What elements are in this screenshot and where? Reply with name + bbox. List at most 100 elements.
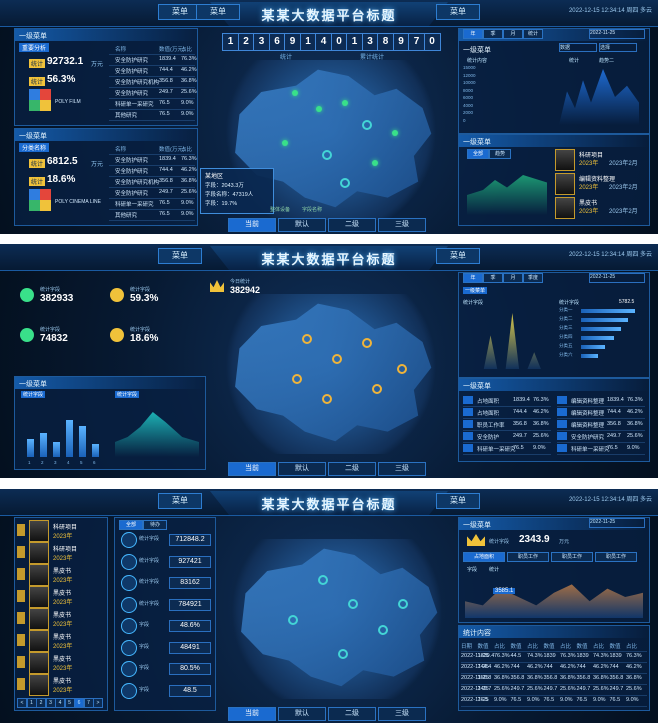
period-tab[interactable]: 统计 (523, 29, 543, 39)
region-map[interactable] (222, 294, 440, 454)
map-marker[interactable] (397, 364, 407, 374)
list-item[interactable]: 黑皮书 2023年 2023年2月 (555, 197, 645, 219)
category-tab[interactable]: 职员工作 (551, 552, 593, 562)
list-item[interactable]: 科研项目 2023年 (15, 520, 107, 542)
map-marker[interactable] (340, 178, 350, 188)
table-row[interactable]: 2022-11-25 744.4 46.2% 744 46.2% 744 46.2% 744 4… (461, 662, 647, 674)
table-row[interactable]: 占地面积 1839.4 76.3% (463, 395, 551, 407)
map-marker[interactable] (342, 100, 348, 106)
list-item[interactable]: 科研项目 2023年 (15, 542, 107, 564)
nav-tab-current[interactable]: 当前 (228, 707, 276, 721)
map-marker[interactable] (282, 140, 288, 146)
date-picker[interactable]: 2022-11-25 (589, 518, 645, 528)
map-marker[interactable] (398, 599, 408, 609)
table-row[interactable]: 2022-11-25 249.7 25.6% 249.7 25.6% 249.7 25.6%… (461, 684, 647, 696)
table-row[interactable]: 占地面积 744.4 46.2% (463, 407, 551, 419)
date-picker[interactable]: 2022-11-25 (589, 29, 645, 39)
menu-button-left[interactable]: 菜单 (158, 493, 202, 509)
nav-tab-level2[interactable]: 二级 (328, 707, 376, 721)
table-row[interactable]: 科研单一采研究 76.5 9.0% (557, 443, 645, 455)
table-row[interactable]: 2022-11-25 356.8 36.8% 356.8 36.8% 356.8 36.8%… (461, 673, 647, 685)
map-marker[interactable] (362, 338, 372, 348)
table-row[interactable]: 科研单一采研究 76.5 9.0% (109, 198, 195, 210)
list-item[interactable]: 黑皮书 2023年 (15, 586, 107, 608)
list-item[interactable]: 黑皮书 2023年 (15, 630, 107, 652)
nav-tab-default[interactable]: 默认 (278, 218, 326, 232)
nav-tab-level3[interactable]: 三级 (378, 462, 426, 476)
table-row[interactable]: 安全防护 249.7 25.6% (463, 431, 551, 443)
category-tab[interactable]: 占地面积 (463, 552, 505, 562)
period-tab[interactable]: 年 (463, 29, 483, 39)
map-marker[interactable] (292, 374, 302, 384)
table-row[interactable]: 科研单一采研究 76.5 9.0% (463, 443, 551, 455)
nav-tab-default[interactable]: 默认 (278, 462, 326, 476)
page-button[interactable]: 5 (64, 698, 75, 708)
category-tab[interactable]: 职员工作 (507, 552, 549, 562)
map-marker[interactable] (392, 130, 398, 136)
page-button[interactable]: > (93, 698, 103, 708)
table-row[interactable]: 安全防护研究机构 356.8 36.8% (109, 176, 197, 188)
page-button[interactable]: 3 (45, 698, 56, 708)
category-tab[interactable]: 职员工作 (595, 552, 637, 562)
table-row[interactable]: 编辑资料整理 744.4 46.2% (557, 407, 645, 419)
map-marker[interactable] (332, 354, 342, 364)
table-row[interactable]: 安全防护研究 249.7 25.6% (109, 187, 197, 199)
menu-button-right[interactable]: 菜单 (436, 4, 480, 20)
menu-button-left-2[interactable]: 菜单 (196, 4, 240, 20)
region-map[interactable] (228, 539, 446, 699)
table-row[interactable]: 安全防护研究 744.4 46.2% (109, 65, 197, 77)
nav-tab-current[interactable]: 当前 (228, 462, 276, 476)
map-marker[interactable] (338, 649, 348, 659)
list-item[interactable]: 科研项目 2023年 2023年2月 (555, 149, 645, 171)
page-button[interactable]: 7 (83, 698, 94, 708)
nav-tab-level2[interactable]: 二级 (328, 218, 376, 232)
table-row[interactable]: 其他研究 76.5 9.0% (109, 109, 195, 121)
table-row[interactable]: 其他研究 76.5 9.0% (109, 209, 195, 221)
tab-trend[interactable]: 趋势 (489, 149, 511, 159)
nav-tab-default[interactable]: 默认 (278, 707, 326, 721)
select-data[interactable]: 数据 (559, 43, 597, 52)
map-marker[interactable] (372, 384, 382, 394)
period-tab[interactable]: 年 (463, 273, 483, 283)
page-button[interactable]: 1 (26, 698, 37, 708)
period-tab[interactable]: 季 (483, 273, 503, 283)
tab-all[interactable]: 全部 (119, 520, 143, 530)
nav-tab-level3[interactable]: 三级 (378, 218, 426, 232)
table-row[interactable]: 安全防护研究 1839.4 76.3% (109, 154, 197, 166)
table-row[interactable]: 安全防护研究机构 356.8 36.8% (109, 76, 197, 88)
list-item[interactable]: 黑皮书 2023年 (15, 564, 107, 586)
date-picker[interactable]: 2022-11-25 (589, 273, 645, 283)
map-marker[interactable] (288, 615, 298, 625)
menu-button-left[interactable]: 菜单 (158, 248, 202, 264)
tab-all[interactable]: 全部 (467, 149, 489, 159)
page-button[interactable]: 4 (55, 698, 65, 708)
list-item[interactable]: 编辑资料整理 2023年 2023年2月 (555, 173, 645, 195)
table-row[interactable]: 安全防护研究 249.7 25.6% (557, 431, 645, 443)
tab-todo[interactable]: 待办 (143, 520, 167, 530)
map-marker[interactable] (322, 150, 332, 160)
select-option[interactable]: 选择 (599, 43, 637, 52)
map-marker[interactable] (302, 334, 312, 344)
menu-button-right[interactable]: 菜单 (436, 248, 480, 264)
map-marker[interactable] (378, 625, 388, 635)
table-row[interactable]: 2022-11-25 1839.4 76.3% 44.5 74.3% 1839 76.3% 1… (461, 651, 647, 663)
map-marker[interactable] (318, 575, 328, 585)
table-row[interactable]: 安全防护研究 1839.4 76.3% (109, 54, 197, 66)
page-button[interactable]: 6 (74, 698, 84, 708)
map-marker[interactable] (292, 90, 298, 96)
page-button[interactable]: 2 (36, 698, 46, 708)
list-item[interactable]: 黑皮书 2023年 (15, 608, 107, 630)
table-row[interactable]: 编辑资料整理 1839.4 76.3% (557, 395, 645, 407)
list-item[interactable]: 黑皮书 2023年 (15, 652, 107, 674)
period-tab[interactable]: 季度 (523, 273, 543, 283)
table-row[interactable]: 2022-11-25 76.5 9.0% 76.5 9.0% 76.5 9.0% 76.5 9.… (461, 695, 647, 707)
table-row[interactable]: 安全防护研究 249.7 25.6% (109, 87, 197, 99)
table-row[interactable]: 科研单一采研究 76.5 9.0% (109, 98, 195, 110)
page-button[interactable]: < (17, 698, 27, 708)
table-row[interactable]: 编辑资料整理 356.8 36.8% (557, 419, 645, 431)
nav-tab-level2[interactable]: 二级 (328, 462, 376, 476)
map-marker[interactable] (316, 106, 322, 112)
map-marker[interactable] (348, 599, 358, 609)
nav-tab-level3[interactable]: 三级 (378, 707, 426, 721)
table-row[interactable]: 职员工作率 356.8 36.8% (463, 419, 551, 431)
